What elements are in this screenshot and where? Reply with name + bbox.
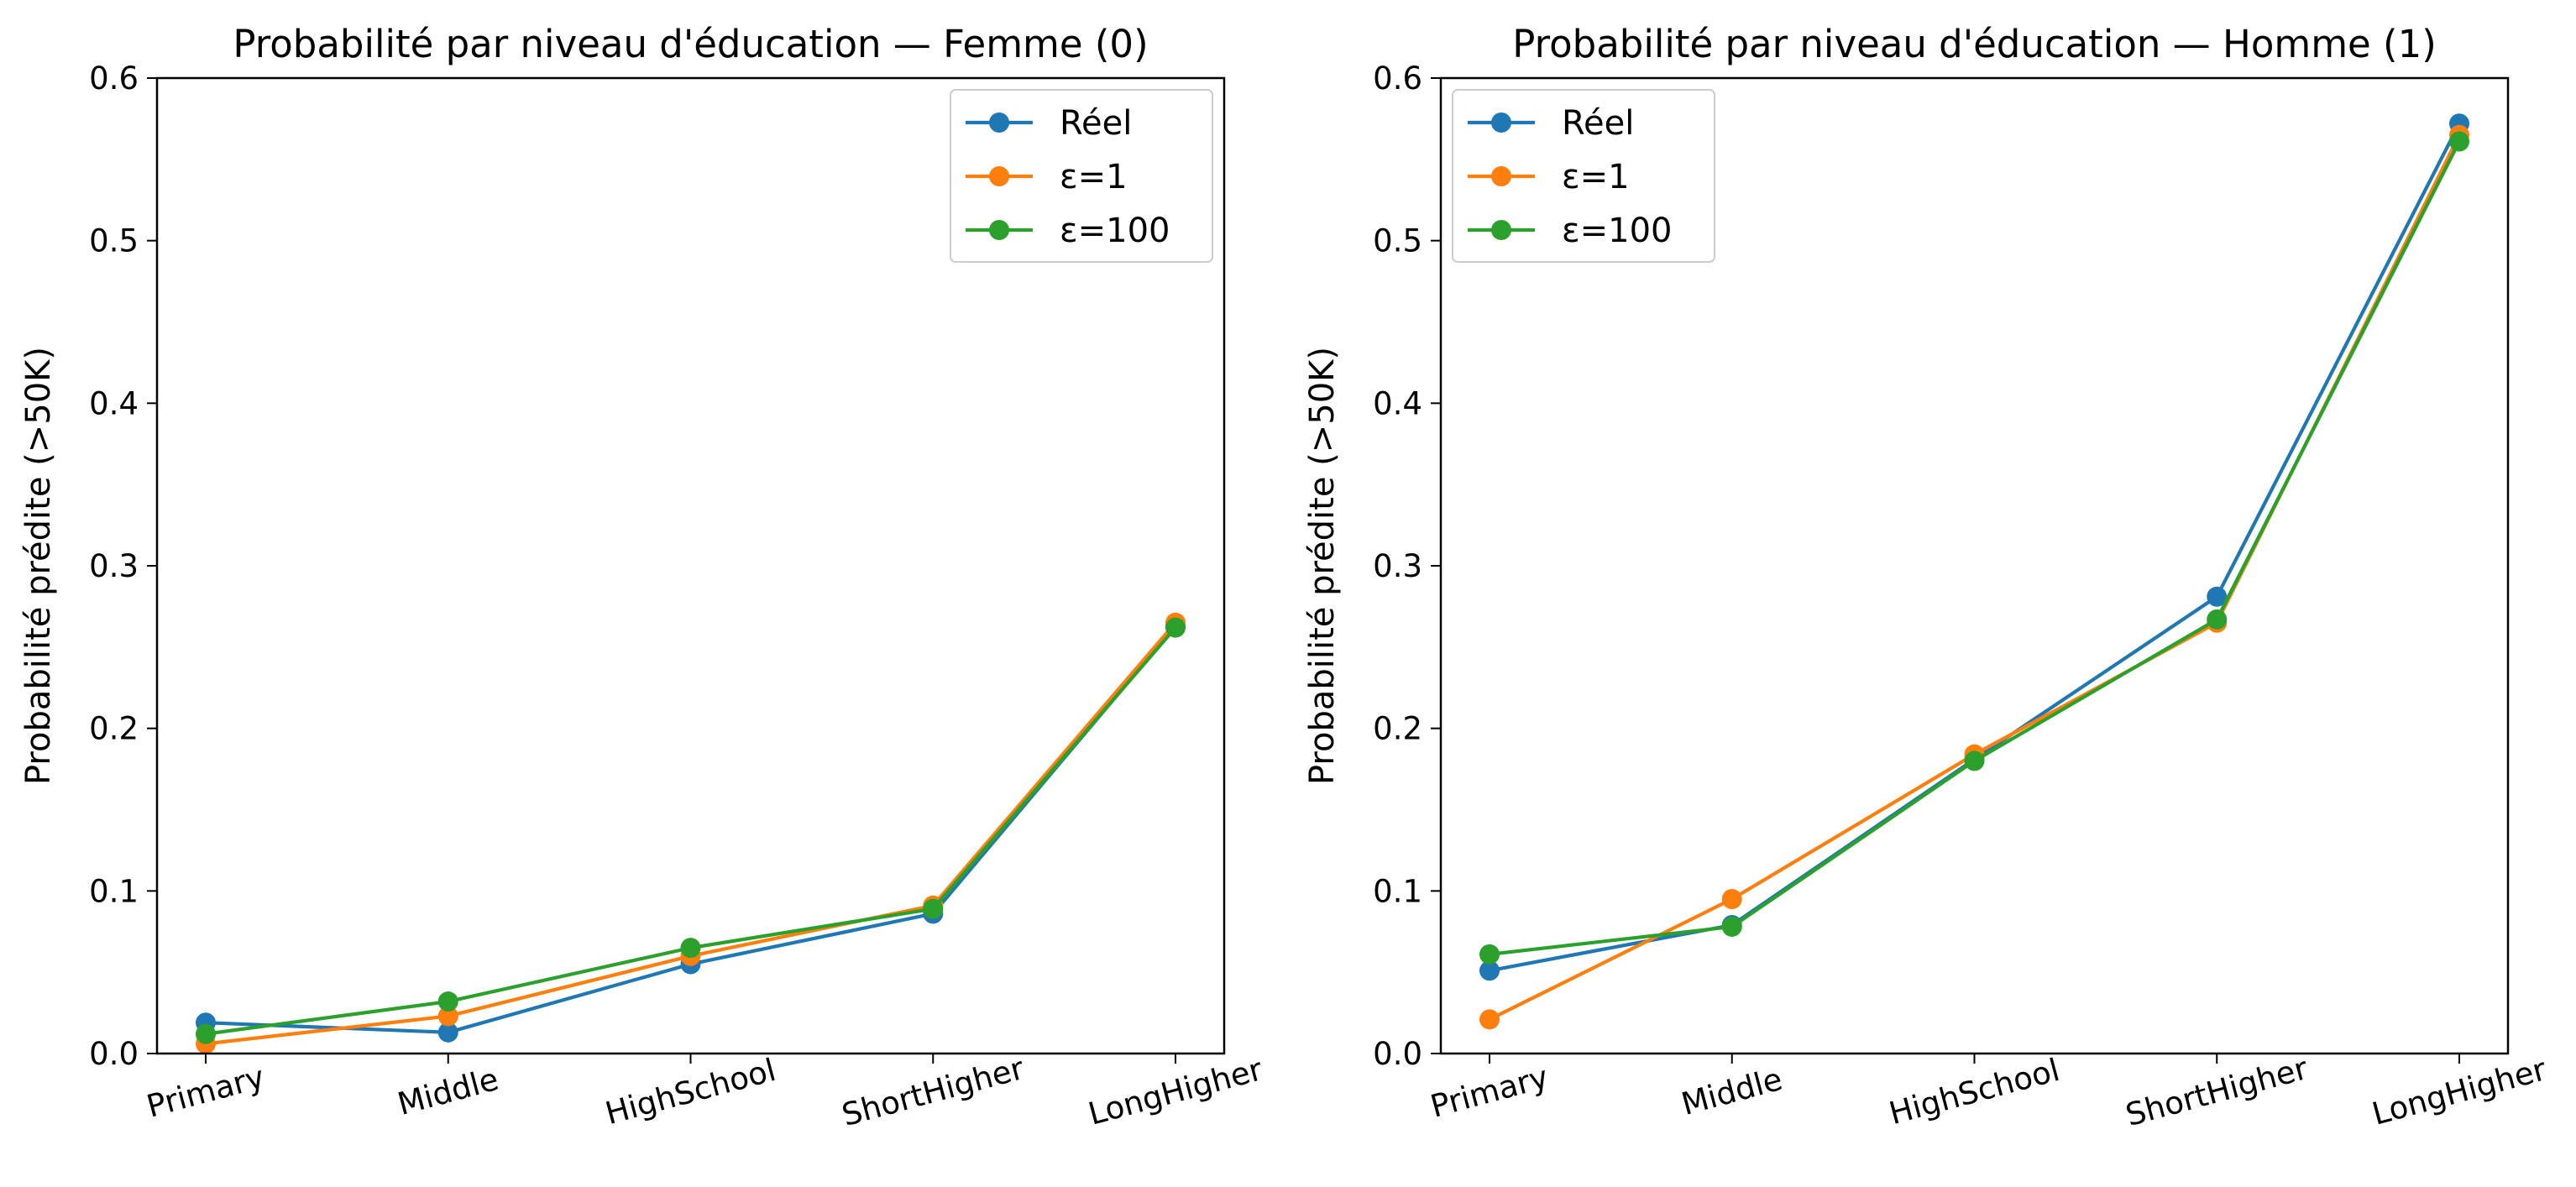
legend-label: ε=100 — [1562, 212, 1672, 250]
data-point — [437, 991, 458, 1012]
legend: Réel ε=1 ε=100 — [1452, 89, 1715, 263]
data-point — [2449, 131, 2469, 152]
y-axis-label: Probabilité prédite (>50K) — [1303, 347, 1342, 785]
y-tick-label: 0.5 — [1373, 223, 1422, 259]
y-tick-label: 0.2 — [89, 711, 139, 747]
data-point — [1165, 617, 1186, 638]
data-point — [923, 898, 944, 919]
plot-homme: Probabilité par niveau d'éducation — Hom… — [1303, 22, 2551, 1133]
legend-label: ε=1 — [1562, 158, 1630, 196]
y-tick-label: 0.6 — [1373, 60, 1422, 97]
series-line — [1487, 139, 2462, 956]
y-tick-label: 0.0 — [1373, 1036, 1422, 1072]
data-point — [680, 938, 701, 959]
legend-marker — [1491, 112, 1511, 133]
y-tick-label: 0.0 — [89, 1036, 139, 1072]
axes-frame — [155, 76, 1226, 1055]
y-axis-label: Probabilité prédite (>50K) — [19, 347, 58, 785]
data-point — [1721, 916, 1742, 937]
data-point — [437, 1022, 458, 1043]
data-point — [196, 1023, 216, 1044]
y-tick-label: 0.3 — [89, 548, 139, 584]
x-tick-label: HighSchool — [1885, 1052, 2063, 1132]
legend-box — [1452, 89, 1715, 263]
legend-box — [950, 89, 1213, 263]
legend-marker — [1491, 220, 1511, 240]
y-tick-label: 0.6 — [89, 60, 139, 97]
legend-marker — [1491, 166, 1511, 186]
legend-marker — [989, 166, 1009, 186]
y-tick-label: 0.3 — [1373, 548, 1422, 584]
data-point — [2207, 586, 2228, 607]
x-tick-label: Primary — [143, 1059, 268, 1125]
plot-title: Probabilité par niveau d'éducation — Hom… — [1512, 22, 2437, 66]
x-tick-label: Primary — [1427, 1059, 1552, 1125]
data-point — [1479, 1009, 1500, 1030]
x-tick-label: HighSchool — [601, 1052, 779, 1132]
data-point — [2207, 609, 2228, 630]
y-tick-label: 0.2 — [1373, 711, 1422, 747]
legend-label: Réel — [1060, 104, 1132, 143]
legend-label: ε=100 — [1060, 212, 1170, 250]
y-tick-label: 0.4 — [89, 385, 139, 421]
data-point — [1964, 750, 1985, 771]
data-point — [1479, 944, 1500, 965]
legend-marker — [989, 112, 1009, 133]
legend: Réel ε=1 ε=100 — [950, 89, 1213, 263]
legend-label: ε=1 — [1060, 158, 1128, 196]
x-tick-label: Middle — [1678, 1061, 1786, 1122]
axes-frame — [1439, 76, 2510, 1055]
legend-marker — [989, 220, 1009, 240]
series-line — [203, 620, 1178, 1046]
data-point — [1721, 889, 1742, 910]
y-tick-label: 0.1 — [89, 873, 139, 909]
x-tick-label: Middle — [394, 1061, 502, 1122]
y-tick-label: 0.5 — [89, 223, 139, 259]
legend-label: Réel — [1562, 104, 1634, 143]
y-tick-label: 0.4 — [1373, 385, 1422, 421]
y-tick-label: 0.1 — [1373, 873, 1422, 909]
data-point — [1479, 960, 1500, 981]
data-point — [437, 1006, 458, 1027]
series-line — [1487, 133, 2462, 1022]
plot-title: Probabilité par niveau d'éducation — Fem… — [233, 22, 1148, 66]
plot-femme: Probabilité par niveau d'éducation — Fem… — [19, 22, 1267, 1133]
